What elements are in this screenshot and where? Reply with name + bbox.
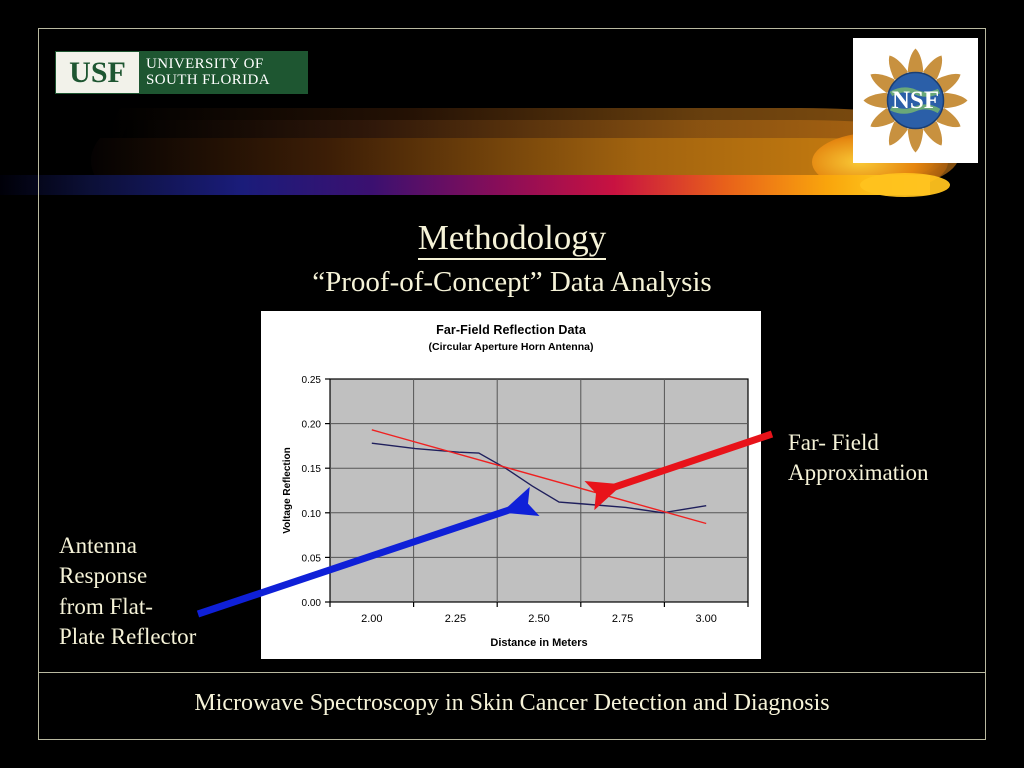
y-axis-tick-label: 0.00 (302, 598, 322, 609)
y-axis-tick-label: 0.20 (302, 420, 322, 431)
chart-series-line (371, 429, 707, 525)
antenna-response-annotation-line-0: Antenna (59, 533, 137, 558)
y-axis-tick-label: 0.05 (302, 553, 322, 564)
x-axis-tick-label: 2.50 (528, 613, 549, 625)
chart-series-line (371, 442, 707, 514)
page-subtitle: “Proof-of-Concept” Data Analysis (312, 266, 712, 298)
page-title-text: Methodology (417, 218, 607, 260)
y-axis-label: Voltage Reflection (282, 447, 293, 534)
y-axis-tick-label: 0.25 (302, 375, 322, 386)
usf-logo-wordmark: UNIVERSITY OF SOUTH FLORIDA (139, 52, 307, 93)
x-axis-tick-label: 2.00 (361, 613, 382, 625)
footer-divider (39, 672, 985, 673)
antenna-response-annotation-line-1: Response (59, 563, 148, 589)
far-field-annotation-line-1: Approximation (788, 460, 929, 486)
usf-logo-mark: USF (56, 52, 139, 93)
far-field-annotation: Far- Field Approximation (788, 428, 1003, 489)
x-axis-tick-label: 2.25 (445, 613, 466, 625)
chart-panel: Far-Field Reflection Data (Circular Aper… (261, 311, 761, 659)
x-axis-tick-label: 2.75 (612, 613, 633, 625)
antenna-response-annotation-line-2: from Flat- (59, 593, 153, 619)
footer-text: Microwave Spectroscopy in Skin Cancer De… (194, 690, 830, 716)
chart-title: Far-Field Reflection Data (436, 323, 586, 337)
y-axis-tick-label: 0.10 (302, 509, 322, 520)
nsf-logo-graphic: NSF (863, 48, 968, 153)
nsf-logo-text: NSF (892, 87, 939, 114)
antenna-response-annotation-line-3: Plate Reflector (59, 624, 197, 650)
usf-logo-line2: SOUTH FLORIDA (146, 71, 270, 88)
usf-logo: USF UNIVERSITY OF SOUTH FLORIDA (55, 51, 308, 94)
y-axis-tick-label: 0.15 (302, 464, 322, 475)
usf-logo-line1: UNIVERSITY OF (146, 56, 264, 73)
antenna-response-annotation: Antenna Response from Flat- Plate Reflec… (59, 531, 259, 652)
far-field-annotation-line-0: Far- Field (788, 430, 879, 455)
nsf-logo: NSF (853, 38, 978, 163)
chart-subtitle: (Circular Aperture Horn Antenna) (428, 341, 594, 353)
x-axis-tick-label: 3.00 (695, 613, 716, 625)
page-title: Methodology (0, 218, 1024, 260)
nsf-globe-icon (887, 72, 944, 129)
x-axis-label: Distance in Meters (490, 637, 587, 649)
chart-plot: 0.00 0.05 0.10 0.15 0.20 0.25 2.00 2.25 2.50 2.75… (282, 375, 749, 649)
